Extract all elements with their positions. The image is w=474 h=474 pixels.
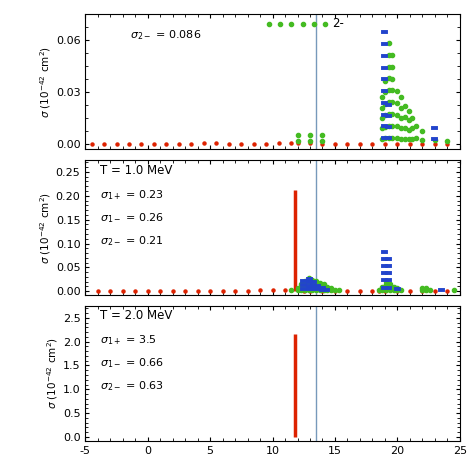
Text: T = 2.0 MeV: T = 2.0 MeV bbox=[100, 310, 173, 322]
Text: $\sigma_{1+}$ = 0.23: $\sigma_{1+}$ = 0.23 bbox=[100, 188, 164, 201]
Text: $\sigma_{2-}$ = 0.63: $\sigma_{2-}$ = 0.63 bbox=[100, 380, 164, 393]
Text: $\sigma_{1-}$ = 0.66: $\sigma_{1-}$ = 0.66 bbox=[100, 356, 164, 370]
Y-axis label: $\sigma$ (10$^{-42}$ cm$^2$): $\sigma$ (10$^{-42}$ cm$^2$) bbox=[45, 337, 60, 410]
Text: $\sigma_{1+}$ = 3.5: $\sigma_{1+}$ = 3.5 bbox=[100, 334, 157, 347]
Y-axis label: $\sigma$ (10$^{-42}$ cm$^2$): $\sigma$ (10$^{-42}$ cm$^2$) bbox=[38, 46, 53, 118]
Y-axis label: $\sigma$ (10$^{-42}$ cm$^2$): $\sigma$ (10$^{-42}$ cm$^2$) bbox=[38, 191, 53, 264]
Text: $\sigma_{2-}$ = 0.21: $\sigma_{2-}$ = 0.21 bbox=[100, 234, 164, 247]
Text: 2-: 2- bbox=[332, 17, 344, 30]
Text: T = 1.0 MeV: T = 1.0 MeV bbox=[100, 164, 173, 176]
Text: $\sigma_{2-}$ = 0.086: $\sigma_{2-}$ = 0.086 bbox=[130, 28, 201, 42]
Text: $\sigma_{1-}$ = 0.26: $\sigma_{1-}$ = 0.26 bbox=[100, 211, 164, 225]
